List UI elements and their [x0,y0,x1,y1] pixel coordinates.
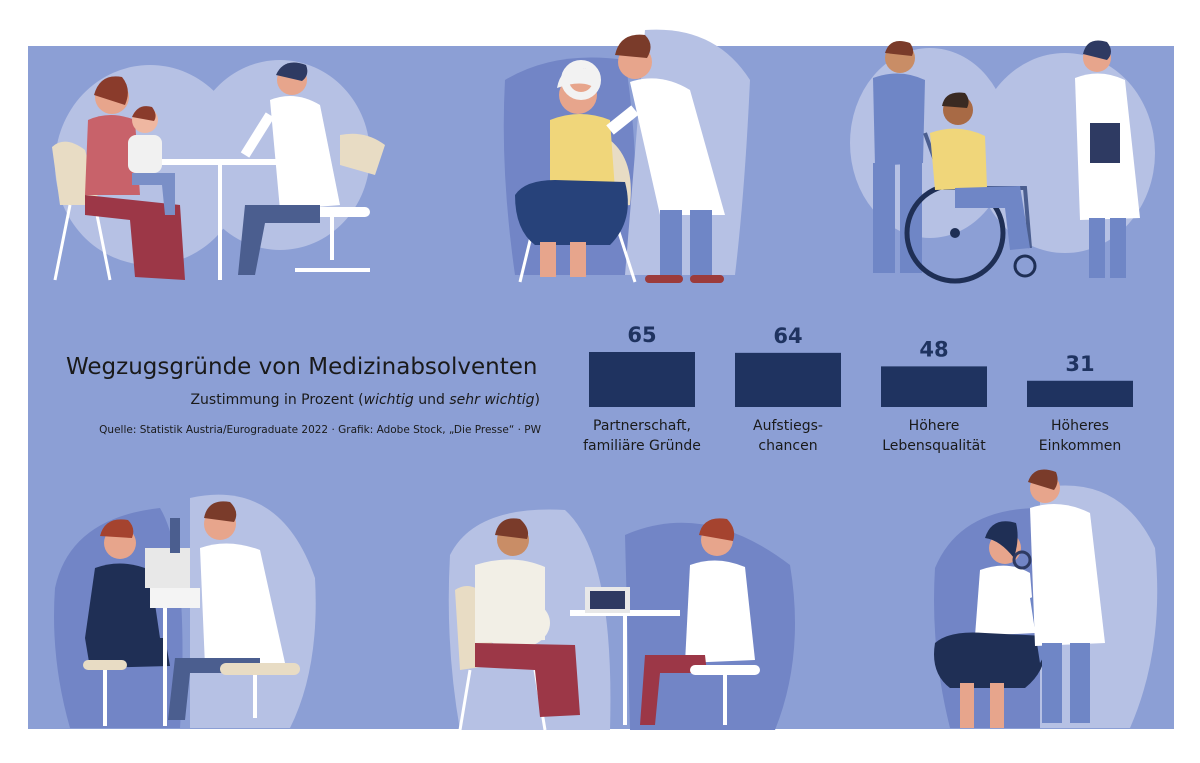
subtitle-suffix: ) [534,392,540,408]
bar-value-label-4: 31 [1065,352,1094,376]
bar-1 [589,352,695,407]
category-label-3-line-2: Lebensqualität [882,438,986,454]
bar-value-label-1: 65 [627,323,656,347]
illustration-eye-exam [54,494,316,728]
bar-3 [881,366,987,407]
category-label-4-line-2: Einkommen [1039,438,1122,454]
subtitle-emphasis-1: wichtig [363,392,414,408]
illustration-pregnancy-consultation [448,509,795,731]
subtitle-middle: und [413,392,450,408]
chart-title: Wegzugsgründe von Medizinabsolventen [66,354,538,380]
bar-value-label-3: 48 [919,337,948,361]
bar-value-label-2: 64 [773,324,802,348]
category-label-4-line-1: Höheres [1051,418,1109,434]
bar-2 [735,352,841,407]
bar-4 [1027,380,1133,407]
illustration-wheelchair [850,40,1155,284]
category-label-2-line-2: chancen [758,438,817,454]
chart-subtitle: Zustimmung in Prozent (wichtig und sehr … [0,392,540,408]
source-credit: Quelle: Statistik Austria/Eurograduate 2… [99,424,541,436]
subtitle-prefix: Zustimmung in Prozent ( [190,392,364,408]
bar-chart: 65 Partnerschaft, familiäre Gründe 64 Aufsti… [583,323,1133,454]
illustration-vaccination [503,29,750,283]
category-label-1-line-1: Partnerschaft, [593,418,691,434]
category-label-2-line-1: Aufstiegs- [753,418,823,434]
category-label-3-line-1: Höhere [909,418,960,434]
subtitle-emphasis-2: sehr wichtig [449,392,535,408]
illustration-skin-check [934,469,1158,728]
illustration-family-consultation [52,60,385,281]
category-label-1-line-2: familiäre Gründe [583,438,701,454]
